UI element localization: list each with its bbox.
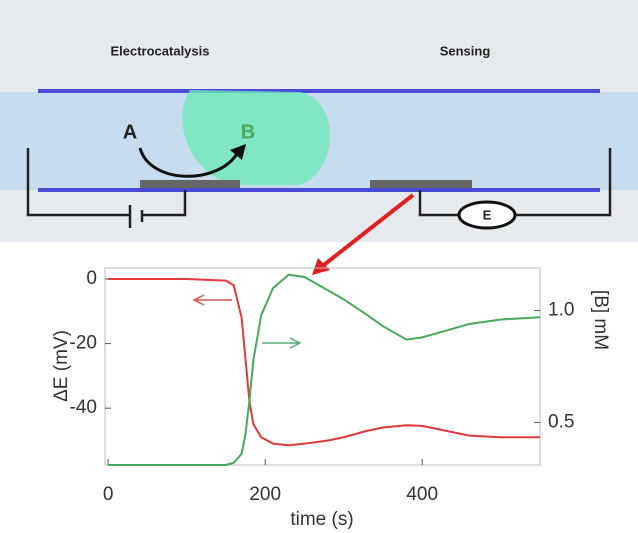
y2-tick-label: 0.5 — [548, 411, 574, 432]
x-axis-label: time (s) — [290, 509, 353, 530]
axis-hint-arrow — [262, 338, 300, 348]
x-tick-label: 0 — [103, 484, 114, 505]
right-label: Sensing — [440, 43, 491, 58]
y2-axis-label: [B] mM — [590, 290, 611, 350]
y-tick-label: 0 — [86, 268, 97, 289]
meter-label: E — [483, 207, 492, 222]
left-label: Electrocatalysis — [110, 43, 209, 58]
axis-hint-arrow — [194, 295, 232, 305]
data-line — [108, 279, 540, 445]
y-tick-label: -20 — [70, 333, 97, 354]
product: B — [241, 121, 255, 143]
y-tick-label: -40 — [70, 397, 97, 418]
x-tick-label: 200 — [249, 484, 281, 505]
y2-tick-label: 1.0 — [548, 300, 574, 321]
electrode — [140, 180, 240, 188]
x-tick-label: 400 — [406, 484, 438, 505]
schematic: Electrocatalysis Sensing A B E — [0, 0, 638, 275]
figure: Electrocatalysis Sensing A B E time (s) … — [0, 0, 638, 533]
electrode — [370, 180, 472, 188]
reactant: A — [123, 121, 137, 143]
